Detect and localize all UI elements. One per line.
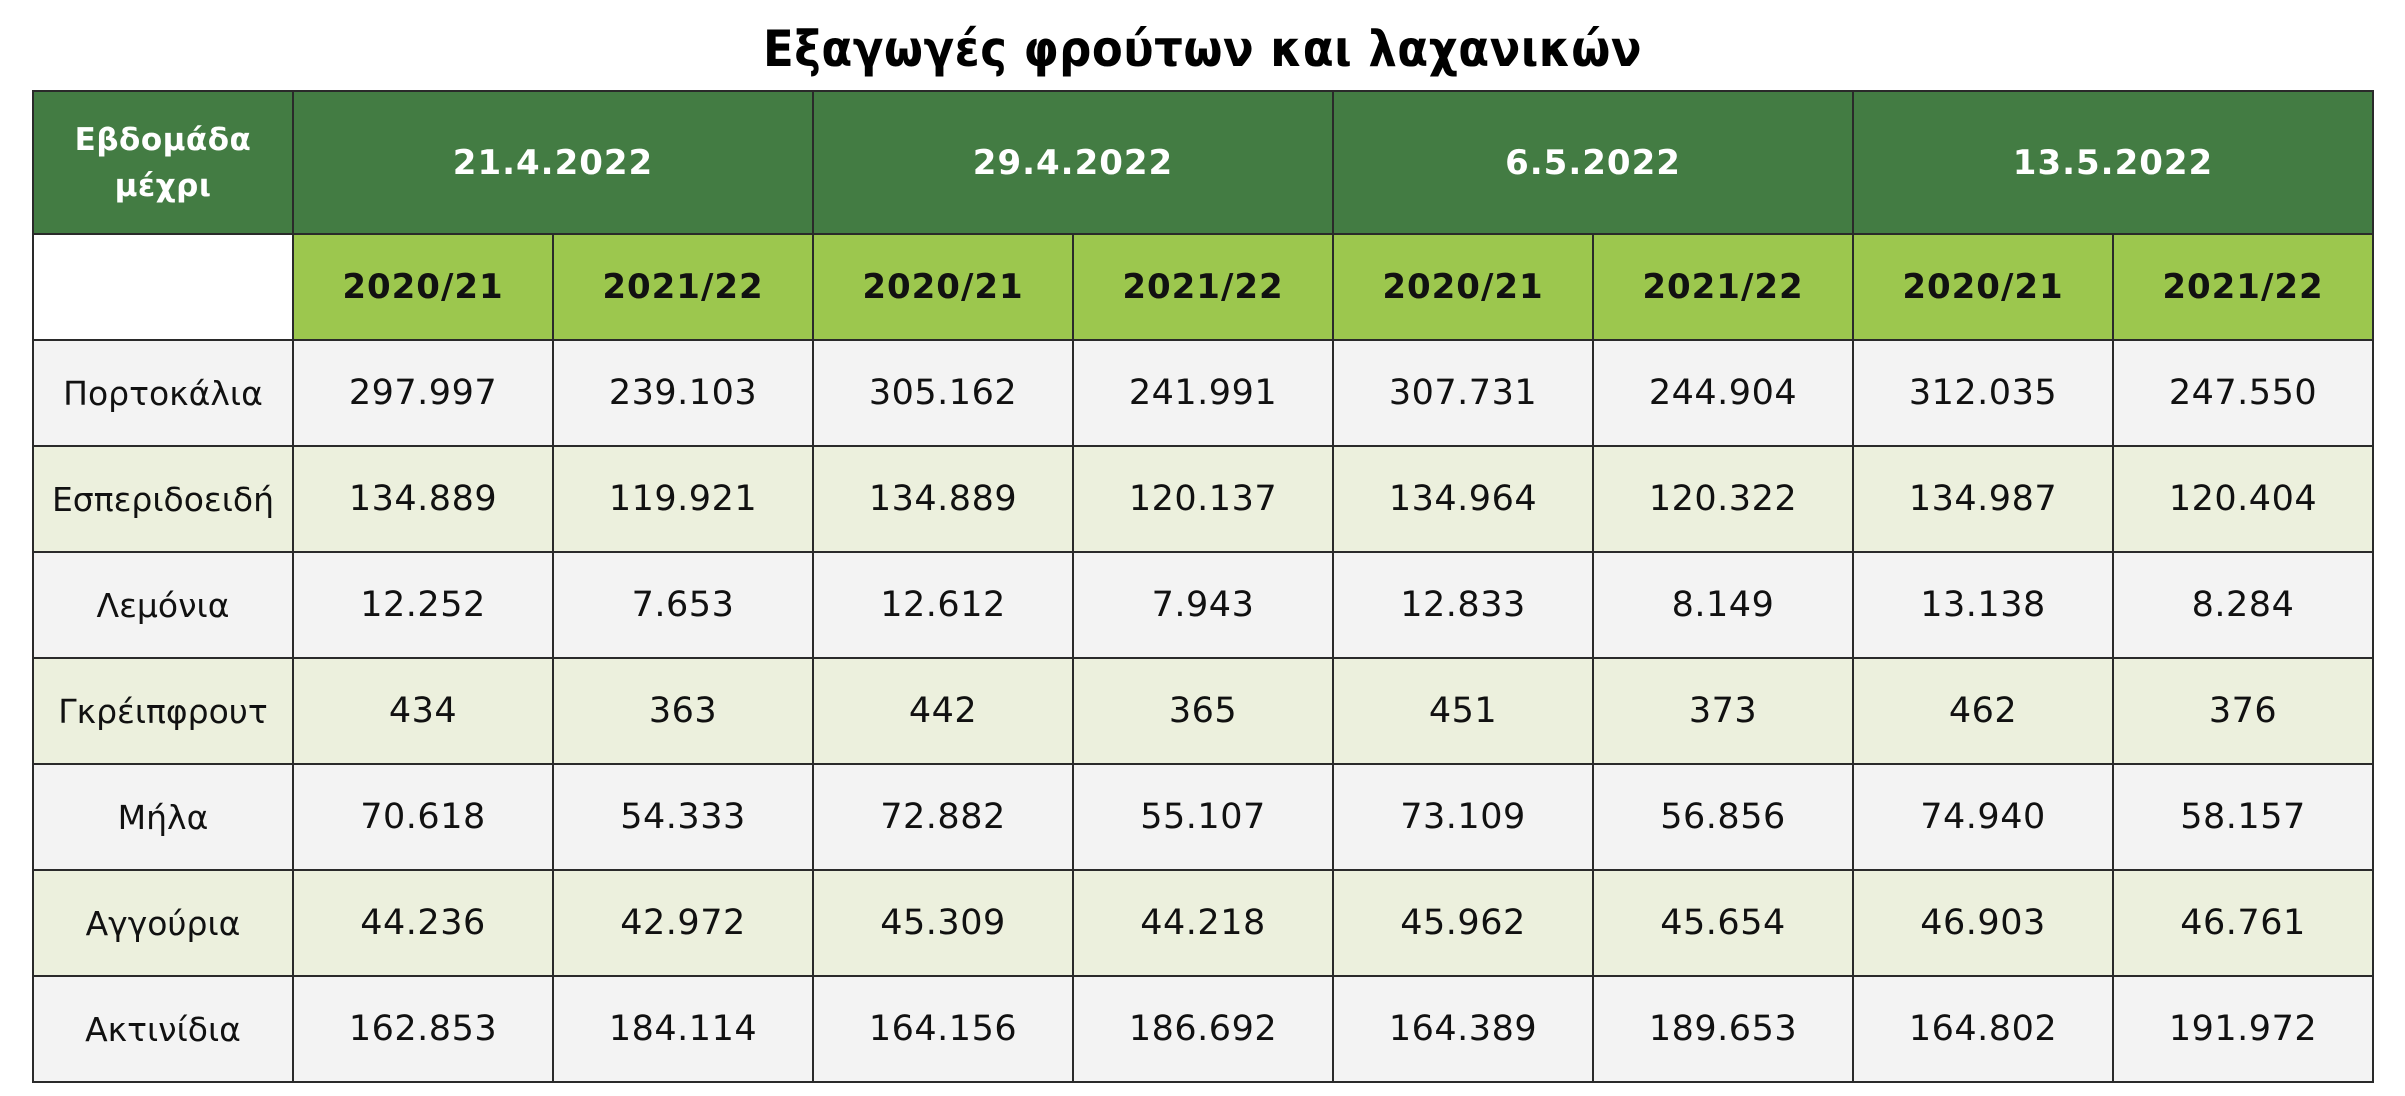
season-header: 2021/22 [1072,233,1334,341]
value-cell: 8.149 [1592,551,1854,659]
table-body: Πορτοκάλια 297.997 239.103 305.162 241.991 30… [32,339,2374,1083]
value-cell: 312.035 [1852,339,2114,447]
product-name-cell: Εσπεριδοειδή [32,445,294,553]
value-cell: 120.322 [1592,445,1854,553]
product-name-cell: Λεμόνια [32,551,294,659]
table-row: Μήλα 70.618 54.333 72.882 55.107 73.109 56.856… [32,763,2374,871]
product-name-cell: Μήλα [32,763,294,871]
value-cell: 164.389 [1332,975,1594,1083]
value-cell: 13.138 [1852,551,2114,659]
value-cell: 42.972 [552,869,814,977]
product-name-cell: Γκρέιπφρουτ [32,657,294,765]
value-cell: 7.943 [1072,551,1334,659]
value-cell: 55.107 [1072,763,1334,871]
value-cell: 8.284 [2112,551,2374,659]
value-cell: 119.921 [552,445,814,553]
value-cell: 442 [812,657,1074,765]
value-cell: 239.103 [552,339,814,447]
value-cell: 72.882 [812,763,1074,871]
value-cell: 120.404 [2112,445,2374,553]
season-header: 2020/21 [292,233,554,341]
value-cell: 164.802 [1852,975,2114,1083]
season-header: 2021/22 [2112,233,2374,341]
value-cell: 58.157 [2112,763,2374,871]
week-header-row: Εβδομάδα μέχρι 21.4.2022 29.4.2022 6.5.20… [32,90,2374,235]
value-cell: 12.252 [292,551,554,659]
value-cell: 134.964 [1332,445,1594,553]
value-cell: 134.889 [292,445,554,553]
value-cell: 244.904 [1592,339,1854,447]
value-cell: 46.903 [1852,869,2114,977]
season-header: 2020/21 [812,233,1074,341]
value-cell: 45.962 [1332,869,1594,977]
value-cell: 45.654 [1592,869,1854,977]
value-cell: 462 [1852,657,2114,765]
week-label-header: Εβδομάδα μέχρι [32,90,294,235]
season-header: 2021/22 [552,233,814,341]
season-header: 2020/21 [1332,233,1594,341]
value-cell: 365 [1072,657,1334,765]
value-cell: 247.550 [2112,339,2374,447]
product-name-cell: Αγγούρια [32,869,294,977]
value-cell: 70.618 [292,763,554,871]
value-cell: 451 [1332,657,1594,765]
value-cell: 56.856 [1592,763,1854,871]
value-cell: 373 [1592,657,1854,765]
value-cell: 120.137 [1072,445,1334,553]
table-row: Αγγούρια 44.236 42.972 45.309 44.218 45.962 45… [32,869,2374,977]
value-cell: 184.114 [552,975,814,1083]
exports-table: Εβδομάδα μέχρι 21.4.2022 29.4.2022 6.5.20… [32,90,2374,1083]
value-cell: 44.218 [1072,869,1334,977]
value-cell: 12.833 [1332,551,1594,659]
value-cell: 134.987 [1852,445,2114,553]
value-cell: 74.940 [1852,763,2114,871]
table-title: Εξαγωγές φρούτων και λαχανικών [763,20,1642,78]
empty-corner-cell [32,233,294,341]
value-cell: 307.731 [1332,339,1594,447]
value-cell: 54.333 [552,763,814,871]
week-label-line1: Εβδομάδα [74,121,252,158]
value-cell: 434 [292,657,554,765]
week-header: 29.4.2022 [812,90,1334,235]
week-header: 21.4.2022 [292,90,814,235]
value-cell: 363 [552,657,814,765]
table-row: Εσπεριδοειδή 134.889 119.921 134.889 120.137… [32,445,2374,553]
value-cell: 134.889 [812,445,1074,553]
week-label-line2: μέχρι [114,167,212,204]
value-cell: 189.653 [1592,975,1854,1083]
table-row: Πορτοκάλια 297.997 239.103 305.162 241.991 30… [32,339,2374,447]
season-header: 2021/22 [1592,233,1854,341]
value-cell: 44.236 [292,869,554,977]
value-cell: 46.761 [2112,869,2374,977]
product-name-cell: Ακτινίδια [32,975,294,1083]
week-header: 6.5.2022 [1332,90,1854,235]
value-cell: 376 [2112,657,2374,765]
product-name-cell: Πορτοκάλια [32,339,294,447]
table-row: Γκρέιπφρουτ 434 363 442 365 451 373 462 376 [32,657,2374,765]
week-header: 13.5.2022 [1852,90,2374,235]
value-cell: 191.972 [2112,975,2374,1083]
value-cell: 305.162 [812,339,1074,447]
season-header-row: 2020/21 2021/22 2020/21 2021/22 2020/21 … [32,233,2374,341]
value-cell: 7.653 [552,551,814,659]
value-cell: 73.109 [1332,763,1594,871]
table-row: Ακτινίδια 162.853 184.114 164.156 186.692 164… [32,975,2374,1083]
value-cell: 45.309 [812,869,1074,977]
value-cell: 186.692 [1072,975,1334,1083]
value-cell: 162.853 [292,975,554,1083]
value-cell: 297.997 [292,339,554,447]
table-row: Λεμόνια 12.252 7.653 12.612 7.943 12.833 8.149… [32,551,2374,659]
season-header: 2020/21 [1852,233,2114,341]
value-cell: 164.156 [812,975,1074,1083]
value-cell: 241.991 [1072,339,1334,447]
value-cell: 12.612 [812,551,1074,659]
